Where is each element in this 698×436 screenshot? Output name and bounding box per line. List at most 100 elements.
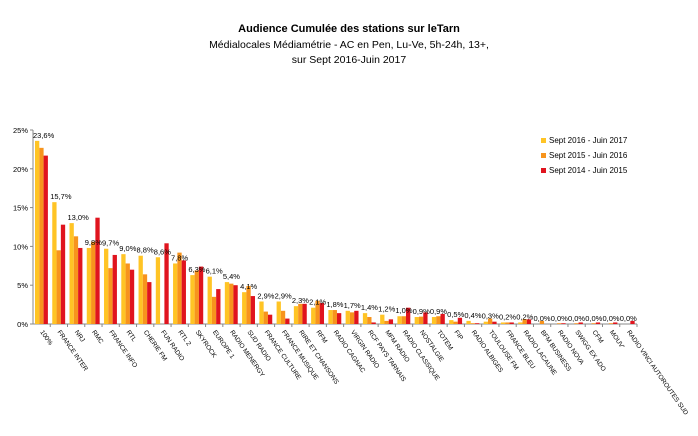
data-label: 9,0%	[119, 244, 136, 253]
bar-2	[142, 274, 148, 324]
bar-2	[194, 270, 199, 324]
bar-2	[39, 147, 44, 324]
x-tick-label: 100%	[38, 329, 53, 347]
x-tick-label: RADIO VINCI AUTOROUTES SUD	[625, 329, 689, 417]
bar-2	[211, 296, 217, 324]
data-label: 15,7%	[50, 192, 72, 201]
bar-2	[246, 285, 251, 324]
x-tick-label: RFM	[314, 329, 328, 345]
x-tick-label: MOUV'	[608, 329, 626, 350]
data-label: 1,8%	[326, 300, 343, 309]
bar-2	[591, 323, 596, 324]
bar-2	[470, 323, 476, 324]
bar-2	[505, 322, 510, 324]
bar-2	[401, 316, 406, 324]
bar-1	[483, 321, 488, 324]
bar-2	[418, 316, 424, 324]
bar-1	[293, 306, 299, 324]
data-label: 0,2%	[516, 312, 533, 321]
bar-1	[518, 322, 523, 324]
data-label: 1,2%	[378, 305, 395, 314]
bar-3	[440, 313, 445, 324]
data-label: 0,2%	[499, 312, 516, 321]
legend-label: Sept 2014 - Juin 2015	[549, 166, 628, 175]
bar-3	[388, 319, 394, 324]
x-tick-label: RMC	[90, 329, 104, 345]
data-label: 0,9%	[430, 307, 447, 316]
chart-title: Audience Cumulée des stations sur leTarn	[238, 23, 460, 35]
bar-3	[302, 303, 307, 324]
data-label: 0,9%	[413, 307, 430, 316]
bar-2	[522, 319, 527, 324]
y-tick-label: 15%	[13, 204, 28, 213]
data-label: 0,0%	[585, 314, 602, 323]
bar-1	[276, 301, 281, 324]
legend-label: Sept 2015 - Juin 2016	[549, 151, 628, 160]
bar-1	[121, 254, 126, 324]
bar-3	[164, 243, 169, 324]
data-label: 2,3%	[292, 296, 309, 305]
data-label: 0,3%	[482, 312, 499, 321]
bar-3	[561, 323, 566, 324]
data-label: 2,1%	[309, 298, 326, 307]
bar-2	[608, 323, 614, 324]
data-label: 9,8%	[85, 238, 102, 247]
bar-2	[384, 320, 389, 324]
bar-2	[557, 323, 562, 324]
bar-1	[311, 307, 316, 324]
data-label: 7,8%	[171, 253, 188, 262]
y-tick-label: 20%	[13, 165, 28, 174]
data-label: 1,0%	[395, 306, 412, 315]
bar-1	[138, 255, 143, 324]
bar-1	[500, 322, 506, 324]
bar-3	[354, 310, 359, 324]
legend-swatch	[541, 153, 546, 158]
bar-3	[613, 322, 618, 324]
y-tick-label: 5%	[17, 281, 28, 290]
bar-3	[267, 314, 273, 324]
bar-3	[595, 322, 601, 324]
bar-3	[509, 322, 514, 324]
data-label: 0,0%	[602, 314, 619, 323]
bar-3	[492, 321, 497, 324]
bar-3	[406, 307, 411, 324]
legend-swatch	[541, 138, 546, 143]
data-label: 6,3%	[188, 265, 205, 274]
data-label: 1,7%	[344, 301, 361, 310]
bar-2	[453, 321, 458, 324]
bar-2	[56, 250, 61, 324]
bar-2	[263, 311, 268, 324]
bar-3	[198, 266, 204, 324]
x-tick-label: RADIO ALBIGES	[470, 329, 505, 374]
bar-3	[147, 282, 152, 324]
bar-2	[298, 303, 303, 324]
bar-2	[125, 263, 130, 324]
data-label: 23,6%	[33, 131, 55, 140]
x-tick-label: CFM	[591, 329, 605, 345]
bar-1	[431, 317, 437, 324]
y-tick-label: 25%	[13, 126, 28, 135]
data-label: 1,4%	[361, 303, 378, 312]
bar-1	[397, 316, 402, 324]
bar-1	[242, 292, 247, 324]
bar-2	[229, 283, 234, 324]
bar-3	[475, 323, 480, 324]
bar-1	[86, 247, 92, 324]
bar-2	[108, 268, 113, 324]
bar-2	[91, 241, 96, 324]
y-tick-label: 10%	[13, 242, 28, 251]
bar-1	[52, 202, 57, 324]
bar-2	[73, 236, 79, 324]
data-label: 2,9%	[275, 291, 292, 300]
bar-2	[280, 310, 286, 324]
chart-subtitle-line-1: Médialocales Médiamétrie - AC en Pen, Lu…	[209, 39, 489, 51]
bar-2	[574, 323, 579, 324]
bar-1	[173, 263, 178, 324]
data-label: 9,7%	[102, 239, 119, 248]
bar-1	[414, 317, 419, 324]
chart-subtitle-line-2: sur Sept 2016-Juin 2017	[291, 54, 407, 66]
x-tick-label: RTL 2	[176, 329, 192, 348]
bar-3	[181, 260, 186, 324]
bar-2	[487, 318, 493, 324]
bar-1	[328, 310, 333, 324]
